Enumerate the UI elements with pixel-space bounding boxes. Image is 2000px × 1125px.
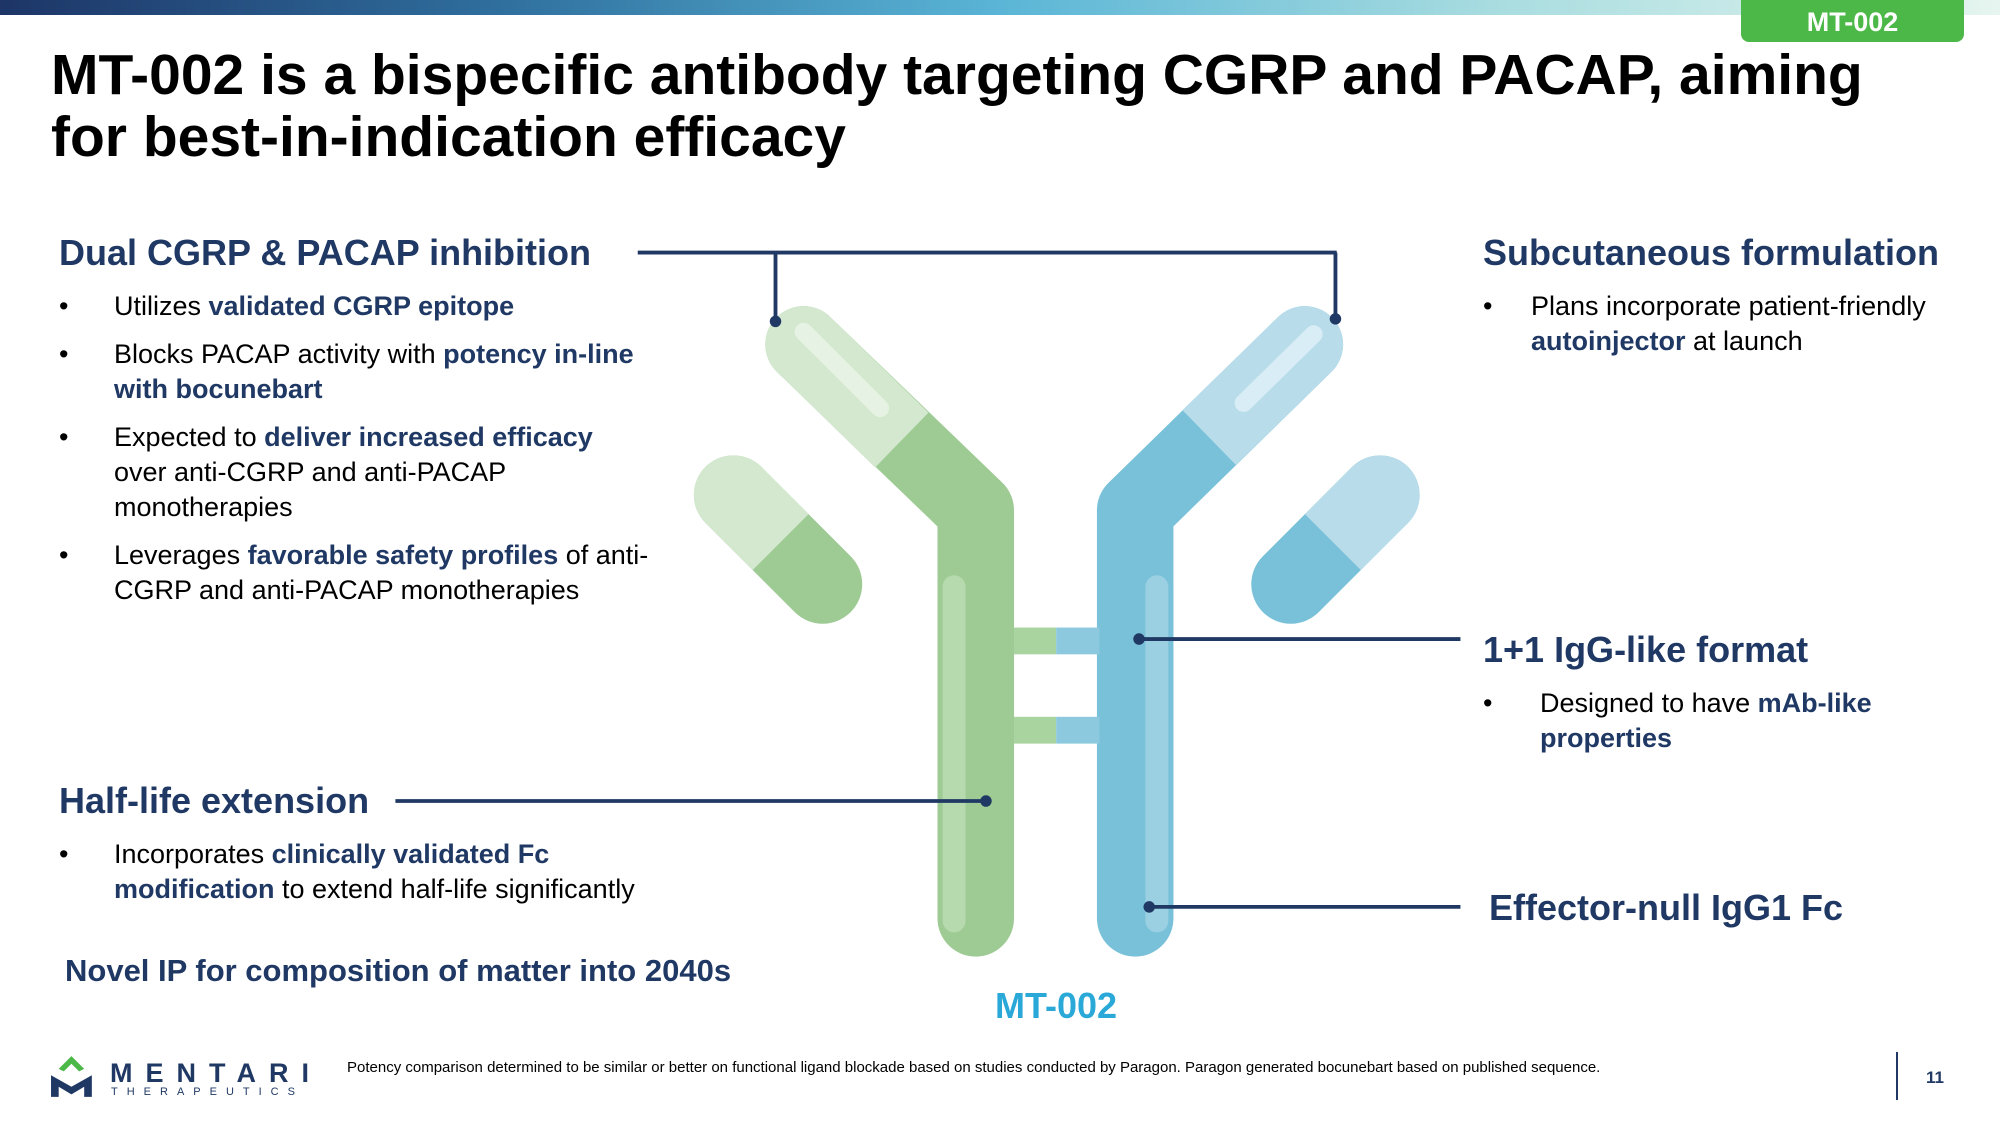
text: at launch (1685, 326, 1803, 356)
bullet-list: Utilizes validated CGRP epitope Blocks PA… (59, 289, 649, 608)
emphasis-text: potency in-line with bocunebart (114, 339, 634, 404)
section-heading: Subcutaneous formulation (1483, 232, 1940, 273)
text: Designed to have (1540, 688, 1758, 718)
text: of anti-CGRP and anti-PACAP monotherapie… (114, 540, 649, 605)
bullet: Plans incorporate patient-friendly autoi… (1483, 289, 1993, 359)
ip-note: Novel IP for composition of matter into … (65, 953, 732, 988)
bullet: Blocks PACAP activity with potency in-li… (59, 337, 649, 407)
bullet-list: Incorporates clinically validated Fc mod… (59, 837, 699, 907)
text: Utilizes (114, 291, 209, 321)
text: over anti-CGRP and anti-PACAP monotherap… (114, 457, 506, 522)
section: Half-life extension Incorporates clinical… (59, 780, 699, 920)
bullet: Leverages favorable safety profiles of a… (59, 538, 649, 608)
footnote: Potency comparison determined to be simi… (347, 1059, 1601, 1076)
slide-title: MT-002 is a bispecific antibody targetin… (51, 43, 1863, 169)
bullet: Designed to have mAb-like properties (1483, 686, 1903, 756)
section-heading: 1+1 IgG-like format (1483, 629, 1809, 670)
text: Plans incorporate patient-friendly (1531, 291, 1926, 321)
text: Incorporates (114, 839, 272, 869)
top-bar (0, 0, 2000, 15)
text: Expected to (114, 422, 265, 452)
emphasis-text: favorable safety profiles (247, 540, 559, 570)
logo-tagline: THERAPEUTICS (111, 1086, 304, 1098)
section: 1+1 IgG-like format Designed to have mAb-… (1483, 629, 1903, 769)
tag: MT-002 (1741, 0, 1964, 42)
logo-name: MENTARI (110, 1058, 322, 1088)
bullet: Expected to deliver increased efficacy o… (59, 420, 649, 525)
section: Subcutaneous formulation Plans incorporat… (1483, 232, 1993, 372)
emphasis-text: clinically validated Fc modification (114, 839, 550, 904)
emphasis-text: validated CGRP epitope (208, 291, 515, 321)
page-number: 11 (1926, 1068, 1944, 1087)
section: Dual CGRP & PACAP inhibition Utilizes val… (59, 232, 649, 621)
emphasis-text: mAb-like properties (1540, 688, 1872, 753)
diagram-label: MT-002 (994, 985, 1118, 1026)
section-heading: Effector-null IgG1 Fc (1489, 887, 1844, 928)
bullet: Utilizes validated CGRP epitope (59, 289, 649, 324)
section-heading: Half-life extension (59, 780, 370, 821)
section: Effector-null IgG1 Fc (1489, 887, 1843, 929)
divider (1896, 1052, 1898, 1100)
bullet-list: Plans incorporate patient-friendly autoi… (1483, 289, 1993, 359)
text: Blocks PACAP activity with (114, 339, 444, 369)
text: Leverages (114, 540, 248, 570)
emphasis-text: autoinjector (1531, 326, 1686, 356)
emphasis-text: deliver increased efficacy (264, 422, 593, 452)
text: to extend half-life significantly (274, 874, 635, 904)
bullet-list: Designed to have mAb-like properties (1483, 686, 1903, 756)
section-heading: Dual CGRP & PACAP inhibition (59, 232, 592, 273)
bullet: Incorporates clinically validated Fc mod… (59, 837, 699, 907)
